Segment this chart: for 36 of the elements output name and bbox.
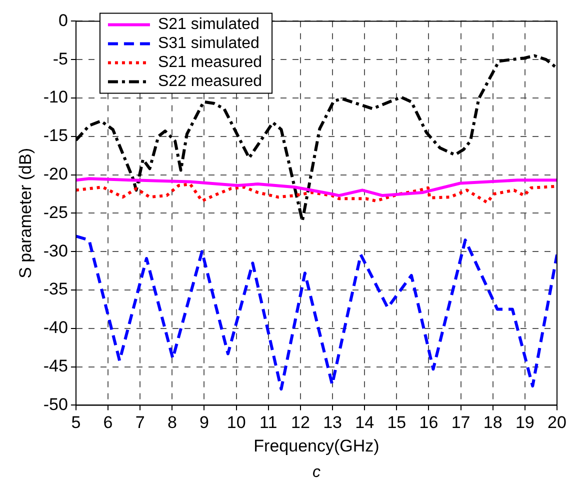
x-tick-label: 13: [323, 413, 342, 432]
line-series: [76, 234, 557, 391]
x-tick-label: 16: [419, 413, 438, 432]
x-tick-label: 11: [260, 413, 278, 432]
y-axis-title: S parameter (dB): [16, 148, 35, 278]
x-tick-label: 18: [483, 413, 502, 432]
y-tick-label: -15: [43, 126, 68, 146]
y-tick-label: -10: [43, 88, 68, 107]
y-tick-label: -5: [52, 49, 68, 68]
y-tick-label: -40: [43, 318, 68, 338]
x-tick-label: 15: [387, 413, 406, 432]
x-tick-label: 12: [290, 413, 310, 432]
x-axis-title: Frequency(GHz): [254, 436, 380, 456]
x-tick-label: 8: [167, 413, 177, 432]
x-tick-label: 20: [548, 413, 566, 432]
y-tick-label: -50: [43, 394, 68, 414]
y-tick-label: -20: [43, 164, 68, 184]
line-series: [76, 182, 557, 204]
x-tick-label: 6: [103, 413, 113, 432]
x-tick-label: 17: [451, 413, 470, 432]
x-tick-label: 9: [200, 413, 209, 432]
y-tick-label: -25: [43, 202, 68, 222]
text: c: [312, 464, 320, 481]
y-tick-label: 0: [58, 10, 68, 30]
legend-label: S21 simulated: [158, 16, 260, 34]
x-tick-label: 14: [355, 413, 374, 432]
x-tick-label: 5: [71, 413, 81, 432]
x-tick-label: 10: [226, 413, 246, 432]
legend-label: S21 measured: [158, 54, 262, 72]
y-tick-label: -35: [43, 280, 68, 299]
legend-label: S31 simulated: [158, 35, 260, 52]
y-tick-label: -30: [43, 241, 68, 260]
legend-label: S22 measured: [158, 73, 262, 90]
x-tick-label: 7: [135, 413, 145, 432]
x-tick-label: 19: [515, 413, 534, 432]
y-tick-label: -45: [43, 356, 68, 376]
